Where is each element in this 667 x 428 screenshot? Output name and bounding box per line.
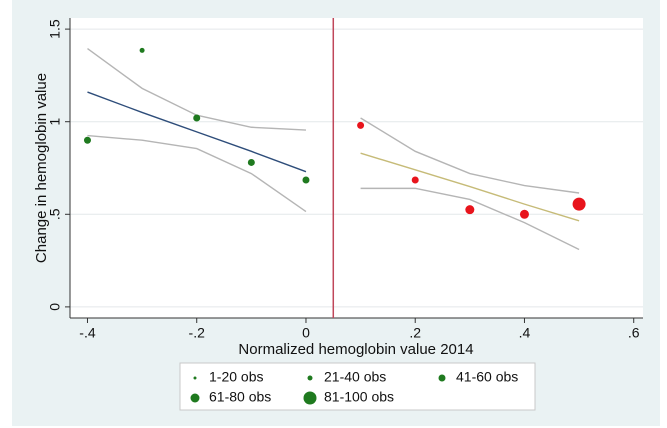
fit-line: [360, 117, 580, 194]
x-tick-label: -.4: [79, 325, 96, 341]
point: [193, 114, 201, 122]
legend-marker: [307, 375, 313, 381]
legend-box: [179, 362, 536, 411]
point: [357, 121, 365, 129]
point: [83, 136, 91, 144]
legend-marker: [438, 374, 446, 382]
legend-marker: [303, 391, 317, 405]
x-tick-label: .4: [519, 325, 531, 341]
y-axis-label: Change in hemoglobin value: [33, 73, 50, 263]
fit-line: [360, 187, 580, 251]
fit-line: [87, 134, 307, 213]
legend-marker: [190, 393, 200, 403]
y-tick-label: .5: [47, 208, 63, 220]
x-tick-label: 0: [302, 325, 310, 341]
legend-label: 61-80 obs: [209, 389, 271, 405]
legend-label: 81-100 obs: [324, 389, 394, 405]
plot-area: [70, 18, 643, 318]
legend-label: 1-20 obs: [209, 369, 263, 385]
fit-line: [360, 152, 580, 222]
y-tick-label: 0: [47, 303, 63, 311]
legend-label: 21-40 obs: [324, 369, 386, 385]
y-tick-label: 1: [47, 118, 63, 126]
point: [519, 209, 529, 219]
point: [411, 176, 419, 184]
point: [139, 47, 145, 53]
x-axis-label: Normalized hemoglobin value 2014: [238, 341, 473, 358]
point: [572, 197, 586, 211]
legend-marker: [193, 376, 197, 380]
point: [247, 158, 255, 166]
point: [302, 176, 310, 184]
x-tick-label: -.2: [189, 325, 206, 341]
legend-label: 41-60 obs: [456, 369, 518, 385]
x-tick-label: .6: [628, 325, 640, 341]
y-tick-label: 1.5: [47, 19, 63, 39]
x-tick-label: .2: [409, 325, 421, 341]
fit-line: [87, 91, 307, 173]
point: [465, 205, 475, 215]
